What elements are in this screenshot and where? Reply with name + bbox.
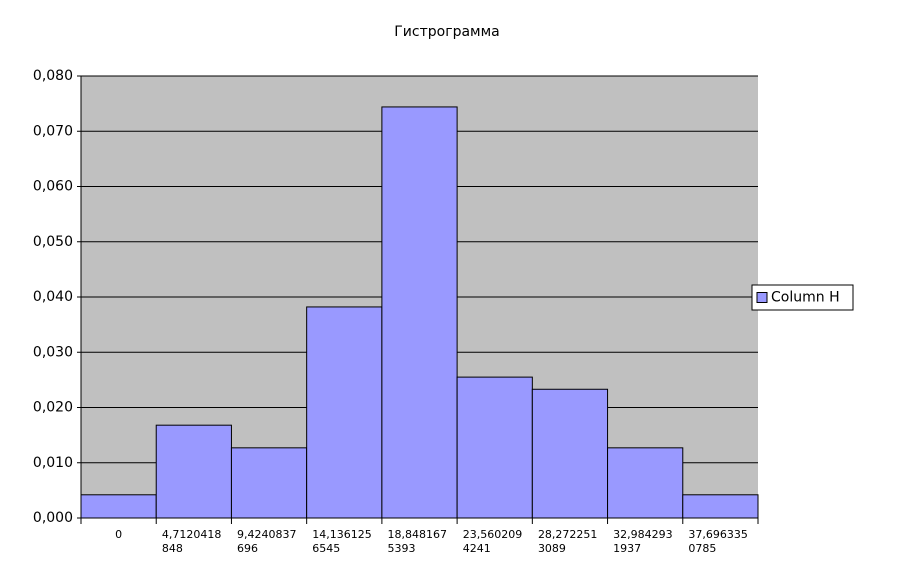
y-tick-label: 0,010 [33, 455, 73, 471]
bar [230, 447, 308, 519]
x-tick-label-box: 23,5602094241 [457, 528, 532, 556]
x-tick-label: 37,6963350785 [688, 528, 748, 555]
x-tick-label-box: 18,8481675393 [382, 528, 457, 556]
y-tick-label: 0,030 [33, 344, 73, 360]
chart-title: Гистрограмма [394, 24, 499, 40]
x-tick-label: 28,2722513089 [537, 528, 598, 555]
y-tick-label: 0,040 [33, 289, 73, 305]
x-tick-label: 9,4240837696 [237, 528, 297, 555]
x-tick-label: 4,7120418848 [161, 528, 222, 555]
x-tick-label-box: 0 [81, 528, 156, 542]
bar [155, 424, 232, 519]
y-tick-label: 0,050 [33, 234, 73, 250]
x-tick-label: 23,5602094241 [462, 528, 523, 555]
x-tick-label-box: 9,4240837696 [231, 528, 306, 556]
y-tick-label: 0,060 [33, 179, 73, 195]
bar [682, 494, 759, 519]
x-tick-label: 0 [115, 528, 123, 541]
x-tick-label-box: 32,9842931937 [608, 528, 683, 556]
y-tick-label: 0,000 [33, 510, 73, 526]
bar [306, 306, 383, 519]
bar [607, 447, 684, 519]
x-tick-label: 18,8481675393 [387, 528, 447, 555]
x-tick-label: 32,9842931937 [613, 528, 673, 555]
x-tick-label-box: 14,1361256545 [307, 528, 382, 556]
y-tick-label: 0,080 [33, 68, 73, 84]
bar [456, 376, 533, 519]
x-tick-label: 14,1361256545 [312, 528, 372, 555]
legend-swatch [756, 292, 768, 303]
legend-label: Column H [771, 290, 840, 306]
y-tick-label: 0,020 [33, 400, 73, 416]
x-tick-label-box: 4,7120418848 [156, 528, 231, 556]
bar [531, 388, 609, 519]
x-tick-label-box: 37,6963350785 [683, 528, 758, 556]
y-tick-label: 0,070 [33, 123, 73, 139]
bar [80, 494, 157, 519]
bar [381, 106, 458, 519]
legend-box [751, 284, 854, 311]
x-tick-label-box: 28,2722513089 [532, 528, 607, 556]
